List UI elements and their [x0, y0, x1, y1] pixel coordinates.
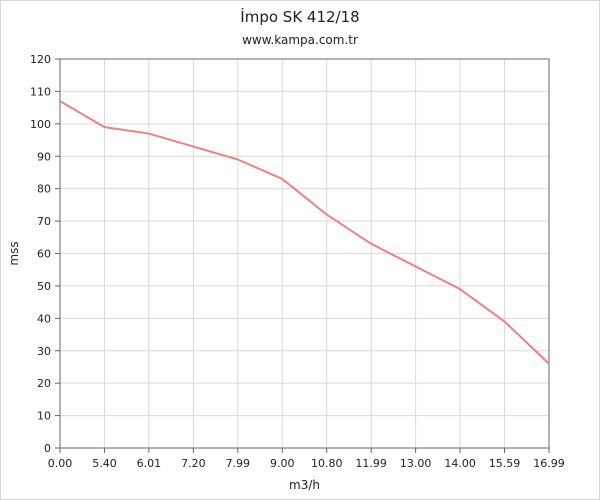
y-tick-label: 110: [30, 85, 51, 98]
x-tick-label: 15.59: [489, 457, 521, 470]
y-tick-label: 90: [37, 150, 51, 163]
data-point: [280, 177, 284, 181]
x-tick-label: 6.01: [137, 457, 162, 470]
y-axis-label: mss: [7, 241, 21, 265]
x-tick-label: 7.20: [181, 457, 206, 470]
data-point: [147, 132, 151, 136]
data-point: [503, 320, 507, 324]
chart-title: İmpo SK 412/18: [240, 8, 360, 26]
y-tick-label: 80: [37, 183, 51, 196]
data-point: [102, 125, 106, 129]
y-tick-label: 10: [37, 410, 51, 423]
series-group: [58, 99, 551, 366]
x-tick-label: 5.40: [92, 457, 117, 470]
y-tick-label: 70: [37, 215, 51, 228]
x-axis-label: m3/h: [289, 478, 320, 492]
x-tick-label: 14.00: [444, 457, 476, 470]
y-axis-ticks: 0 10 20 30 40 50 60 70 80 90 100 110 120: [30, 53, 60, 455]
data-point: [414, 264, 418, 268]
data-point: [458, 287, 462, 291]
data-point: [547, 362, 551, 366]
series-line: [59, 100, 550, 365]
chart-subtitle: www.kampa.com.tr: [242, 33, 358, 47]
x-axis-ticks: 0.00 5.40 6.01 7.20 7.99 9.00 10.80 11.99 13.00 1…: [48, 448, 565, 470]
x-tick-label: 10.80: [311, 457, 343, 470]
x-tick-label: 9.00: [270, 457, 295, 470]
data-point: [58, 99, 62, 103]
y-tick-label: 60: [37, 248, 51, 261]
y-tick-label: 20: [37, 377, 51, 390]
x-tick-label: 13.00: [400, 457, 432, 470]
grid-lines: [59, 58, 550, 449]
y-tick-label: 40: [37, 312, 51, 325]
data-point: [325, 213, 329, 217]
x-tick-label: 16.99: [533, 457, 565, 470]
y-tick-label: 0: [44, 442, 51, 455]
x-tick-label: 0.00: [48, 457, 73, 470]
x-tick-label: 7.99: [226, 457, 251, 470]
data-point: [191, 145, 195, 149]
data-point: [369, 242, 373, 246]
y-tick-label: 50: [37, 280, 51, 293]
x-tick-label: 11.99: [355, 457, 387, 470]
y-tick-label: 100: [30, 118, 51, 131]
y-tick-label: 120: [30, 53, 51, 66]
y-tick-label: 30: [37, 345, 51, 358]
data-point: [236, 157, 240, 161]
